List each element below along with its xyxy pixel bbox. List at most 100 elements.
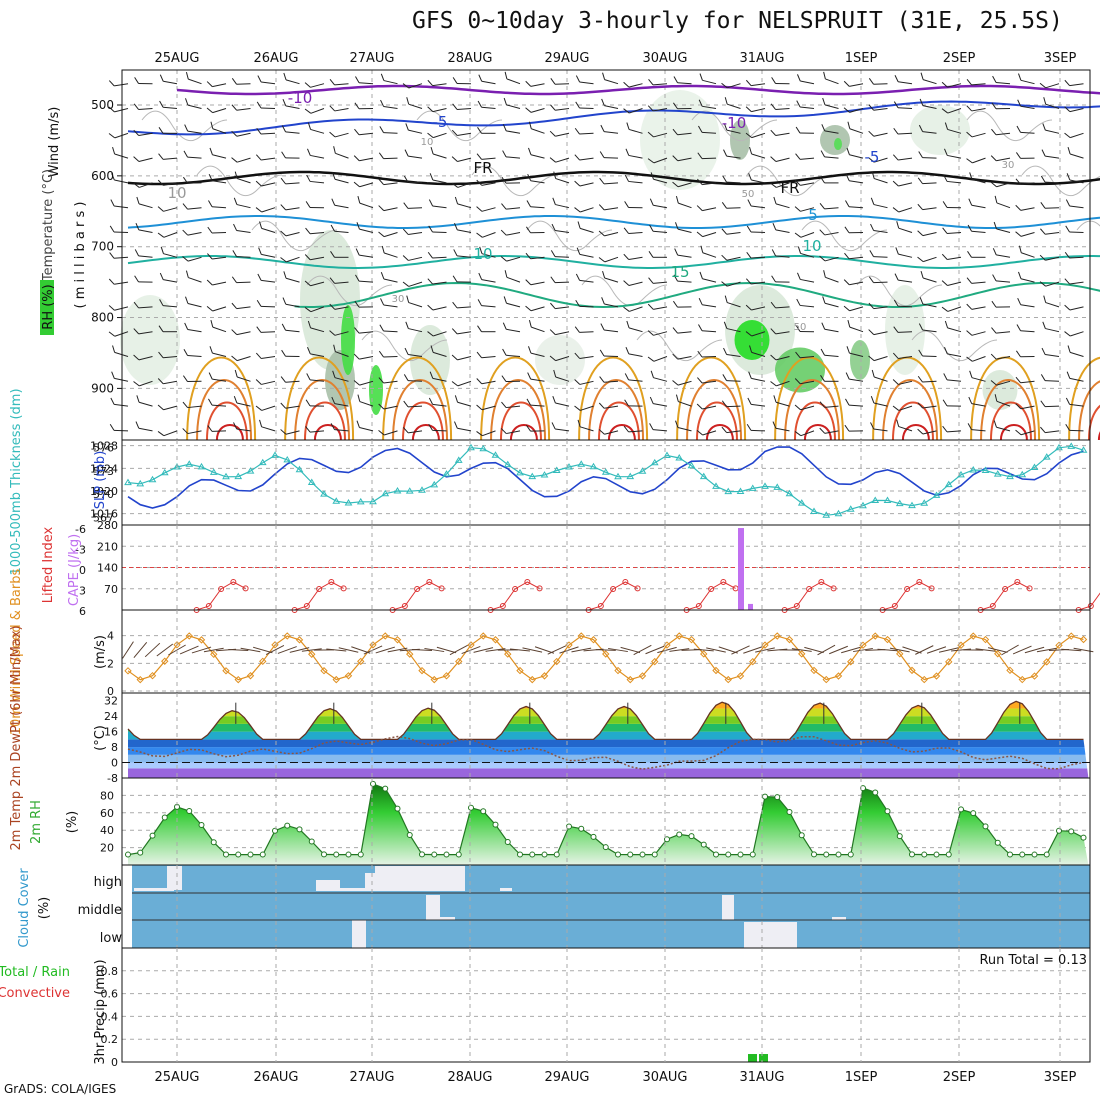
barb-staff — [922, 131, 937, 134]
barb-staff — [849, 154, 864, 159]
thickness-marker — [307, 478, 316, 486]
barb-flag — [623, 81, 630, 88]
barb-staff — [203, 647, 224, 653]
wind10-speed-marker — [773, 632, 781, 640]
upper-wind-barb — [329, 303, 349, 310]
upper-wind-barb — [428, 199, 447, 209]
barb-staff — [824, 302, 839, 308]
barb-staff — [849, 352, 864, 357]
surface-isotherm-loop — [686, 379, 743, 441]
barb-flag — [721, 281, 728, 287]
barb-staff — [285, 380, 300, 383]
barb-flag — [1040, 374, 1046, 381]
rh2m-marker — [480, 808, 487, 815]
barb-staff — [485, 648, 506, 652]
contour-label: -5 — [433, 113, 448, 131]
barb-staff — [531, 128, 545, 134]
thickness-marker — [173, 462, 181, 470]
barb-staff — [261, 426, 276, 432]
barb-flag — [108, 305, 115, 311]
thickness-marker — [185, 460, 194, 467]
upper-wind-barb — [966, 131, 986, 138]
upper-wind-barb — [553, 369, 570, 382]
upper-wind-barb — [648, 277, 668, 284]
barb-flag — [477, 127, 482, 134]
wind10-speed-marker — [577, 632, 585, 640]
wind10-speed-marker — [700, 650, 708, 658]
upper-wind-barb — [1016, 125, 1035, 134]
upper-wind-barb — [944, 122, 962, 134]
barb-staff — [1069, 351, 1084, 357]
thickness-marker — [491, 451, 500, 458]
wind10-speed-marker — [945, 658, 953, 666]
upper-wind-barb — [672, 353, 692, 360]
thickness-marker — [405, 487, 414, 494]
barb-staff — [971, 306, 986, 310]
upper-wind-barb — [133, 156, 153, 162]
barb-staff — [898, 426, 913, 432]
upper-wind-barb — [210, 320, 227, 333]
barb-flag — [623, 280, 630, 286]
contour-label: -10 — [288, 89, 313, 107]
thickness-marker — [442, 470, 451, 477]
barb-flag — [305, 201, 311, 208]
upper-wind-barb — [255, 154, 276, 161]
wind10-barb — [853, 647, 873, 653]
upper-wind-barb — [357, 196, 374, 209]
upper-wind-barb — [647, 330, 668, 336]
barb-flag — [477, 100, 482, 108]
upper-wind-barb — [1018, 245, 1035, 258]
upper-wind-barb — [136, 395, 153, 407]
wind10-speed-marker — [197, 636, 206, 644]
barb-flag — [672, 128, 678, 136]
temp-band — [128, 731, 1089, 740]
wind10-speed-marker — [883, 635, 892, 644]
upper-wind-barb — [697, 178, 717, 186]
precip-legend-convective: Convective — [0, 986, 70, 1001]
contour-label: 10 — [473, 245, 492, 263]
barb-flag — [1015, 178, 1021, 185]
barb-staff — [334, 230, 349, 233]
barb-staff — [113, 256, 129, 259]
barb-staff — [702, 105, 717, 109]
wind10-speed-marker — [148, 671, 157, 680]
barb-flag — [1018, 73, 1022, 81]
barb-staff — [432, 306, 447, 311]
upper-wind-barb — [331, 198, 349, 209]
wind10-speed-marker — [871, 632, 879, 640]
barb-flag — [967, 251, 972, 258]
upper-wind-barb — [966, 356, 986, 362]
rh2m-marker — [186, 808, 193, 815]
upper-wind-barb — [210, 121, 227, 134]
barb-flag — [1039, 254, 1046, 261]
barb-flag — [304, 280, 311, 287]
wind10-speed-marker — [712, 666, 720, 675]
upper-wind-barb — [330, 251, 349, 258]
ylabel-temp2m: 2m Temp 2m DewPt (6hr Min/Max) — [9, 625, 24, 850]
wind10-barb — [436, 646, 457, 654]
barb-staff — [334, 178, 349, 184]
barb-flag — [1066, 173, 1071, 181]
barb-flag — [820, 375, 825, 382]
barb-flag — [721, 400, 727, 407]
barb-staff — [848, 206, 864, 209]
barb-staff — [383, 380, 398, 384]
barb-staff — [579, 81, 594, 85]
lifted-index-marker — [793, 603, 800, 610]
barb-flag — [868, 302, 874, 309]
barb-staff — [408, 103, 423, 109]
barb-staff — [285, 207, 300, 211]
upper-wind-barb — [403, 374, 423, 382]
barb-staff — [804, 646, 824, 654]
upper-wind-barb — [329, 105, 349, 112]
barb-flag — [233, 197, 238, 205]
lifted-index-marker — [1087, 603, 1094, 610]
barb-staff — [677, 380, 692, 386]
barb-flag — [1040, 175, 1046, 183]
rh2m-marker — [872, 789, 879, 796]
barb-flag — [893, 326, 899, 333]
upper-wind-barb — [233, 197, 251, 209]
barb-flag — [136, 196, 140, 204]
barb-staff — [555, 376, 570, 382]
barb-staff — [702, 430, 717, 436]
